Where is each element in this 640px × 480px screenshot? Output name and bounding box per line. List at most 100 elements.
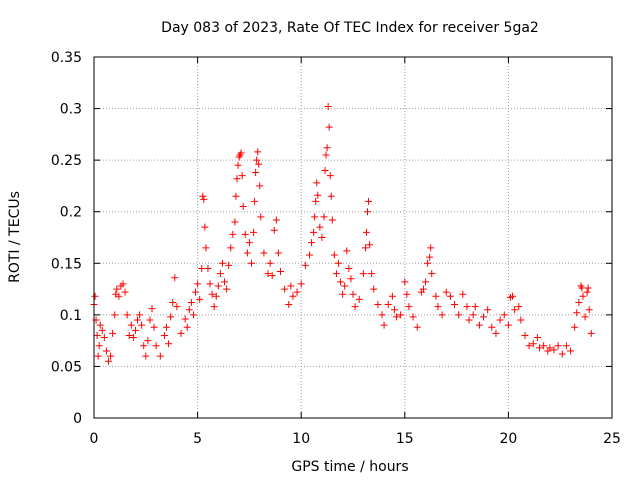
data-point — [579, 292, 587, 300]
data-point — [405, 303, 413, 311]
data-point — [98, 326, 106, 334]
data-point — [359, 270, 367, 278]
x-tick-label: 15 — [396, 431, 414, 447]
y-tick-label: 0.35 — [51, 50, 82, 66]
data-point — [140, 342, 148, 350]
y-tick-label: 0 — [73, 411, 82, 427]
data-point — [214, 282, 222, 290]
data-point — [196, 295, 204, 303]
data-point — [285, 301, 293, 309]
data-point — [488, 323, 496, 331]
data-point — [533, 334, 541, 342]
data-point — [361, 244, 369, 252]
data-point — [115, 292, 123, 300]
data-point — [173, 303, 181, 311]
data-point — [339, 290, 347, 298]
data-point — [475, 321, 483, 329]
data-point — [368, 270, 376, 278]
data-point — [305, 251, 313, 259]
data-point — [509, 292, 517, 300]
data-point — [390, 306, 398, 314]
data-point — [325, 123, 333, 131]
data-point — [349, 290, 357, 298]
data-point — [585, 306, 593, 314]
data-point — [432, 292, 440, 300]
data-point — [469, 311, 477, 319]
y-tick-label: 0.05 — [51, 359, 82, 375]
data-point — [138, 321, 146, 329]
data-point — [343, 247, 351, 255]
data-point — [264, 270, 272, 278]
data-point — [227, 244, 235, 252]
data-point — [427, 244, 435, 252]
data-point — [517, 316, 525, 324]
data-point — [326, 172, 334, 180]
data-point — [320, 213, 328, 221]
y-tick-label: 0.15 — [51, 256, 82, 272]
data-point — [107, 352, 115, 360]
data-point — [511, 306, 519, 314]
data-point — [187, 298, 195, 306]
data-point — [100, 334, 108, 342]
data-point — [156, 352, 164, 360]
data-point — [554, 342, 562, 350]
data-point — [202, 244, 210, 252]
data-point — [567, 347, 575, 355]
data-point — [287, 282, 295, 290]
data-point — [109, 329, 117, 337]
data-point — [332, 270, 340, 278]
data-point — [463, 303, 471, 311]
data-point — [492, 329, 500, 337]
data-point — [276, 268, 284, 276]
data-point — [451, 301, 459, 309]
data-point — [160, 331, 168, 339]
data-point — [218, 259, 226, 267]
data-point — [177, 329, 185, 337]
data-point — [241, 230, 249, 238]
y-tick-label: 0.2 — [60, 205, 82, 221]
data-point — [150, 323, 158, 331]
chart-title: Day 083 of 2023, Rate Of TEC Index for r… — [161, 20, 539, 36]
data-point — [380, 321, 388, 329]
data-point — [384, 301, 392, 309]
data-point — [374, 301, 382, 309]
data-point — [91, 292, 99, 300]
data-point — [370, 285, 378, 293]
data-point — [573, 309, 581, 317]
data-point — [365, 197, 373, 205]
plot-area-frame — [93, 56, 613, 419]
data-point — [121, 288, 129, 296]
data-point — [403, 290, 411, 298]
data-point — [515, 303, 523, 311]
data-point — [239, 203, 247, 211]
data-point — [225, 261, 233, 269]
data-point — [245, 239, 253, 247]
data-point — [198, 264, 206, 272]
data-point — [254, 148, 262, 156]
axis-ticks — [93, 56, 613, 419]
data-point — [129, 334, 137, 342]
data-points — [90, 103, 595, 365]
x-axis-label: GPS time / hours — [291, 459, 408, 475]
data-point — [550, 346, 558, 354]
data-point — [308, 239, 316, 247]
data-point — [459, 290, 467, 298]
data-point — [289, 292, 297, 300]
data-point — [232, 192, 240, 200]
data-point — [270, 226, 278, 234]
data-point — [500, 311, 508, 319]
data-point — [587, 329, 595, 337]
data-point — [341, 282, 349, 290]
data-point — [192, 288, 200, 296]
data-point — [584, 284, 592, 292]
data-point — [521, 331, 529, 339]
data-point — [328, 216, 336, 224]
data-point — [446, 292, 454, 300]
data-point — [165, 340, 173, 348]
data-point — [171, 274, 179, 282]
data-point — [95, 342, 103, 350]
data-point — [238, 172, 246, 180]
data-point — [558, 350, 566, 358]
data-point — [163, 323, 171, 331]
